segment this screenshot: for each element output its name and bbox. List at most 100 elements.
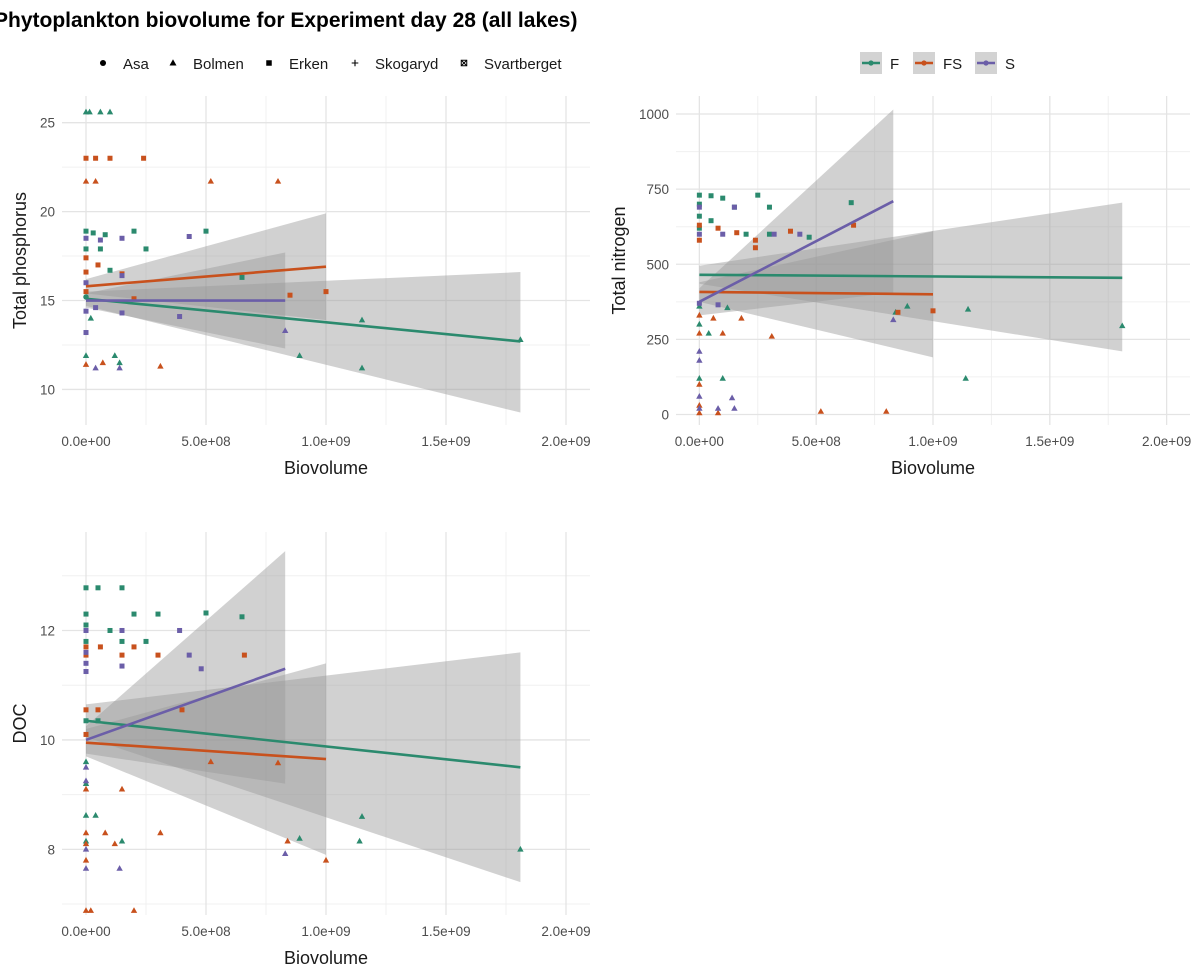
shape-legend: Asa Bolmen Erken Skogaryd Svartberget <box>99 56 562 73</box>
data-point-F <box>296 834 303 841</box>
data-point-FS <box>83 289 89 295</box>
x-axis-label: Biovolume <box>284 458 368 478</box>
data-point-F <box>119 585 125 591</box>
data-point-F <box>962 375 969 381</box>
legend-shape-label: Asa <box>123 56 150 73</box>
data-point-FS <box>768 332 775 339</box>
y-axis-label: Total phosphorus <box>10 192 30 329</box>
data-point-FS <box>696 329 703 336</box>
data-point-S <box>731 405 738 411</box>
x-tick-label: 2.0e+09 <box>541 924 590 939</box>
y-tick-label: 20 <box>40 205 55 220</box>
data-point-F <box>743 231 749 237</box>
data-point-F <box>107 627 113 633</box>
data-point-F <box>86 108 93 115</box>
x-tick-label: 1.0e+09 <box>301 924 350 939</box>
data-point-F <box>95 585 101 591</box>
y-tick-label: 10 <box>40 382 55 397</box>
confidence-band-FS <box>86 663 326 855</box>
y-tick-label: 250 <box>646 332 669 347</box>
data-point-FS <box>207 177 214 184</box>
data-point-S <box>696 356 703 363</box>
confidence-band-F <box>86 272 521 413</box>
data-point-FS <box>118 785 126 792</box>
data-point-FS <box>851 222 857 228</box>
fit-line-F <box>699 273 1123 280</box>
x-tick-label: 1.5e+09 <box>1025 434 1074 449</box>
data-point-F <box>696 225 702 231</box>
y-tick-label: 1000 <box>639 107 669 122</box>
data-point-FS <box>82 856 90 863</box>
data-point-FS <box>752 245 758 251</box>
panel-total-phosphorus: 0.0e+00 5.0e+08 1.0e+09 1.5e+09 2.0e+09 10 15 2… <box>10 96 591 478</box>
data-point-FS <box>787 228 793 234</box>
data-point-F <box>87 314 94 321</box>
legend-color-dot <box>868 60 874 66</box>
y-axis-label: Total nitrogen <box>609 206 629 314</box>
data-point-FS <box>274 759 282 766</box>
data-point-F <box>696 213 702 219</box>
data-point-F <box>92 812 99 818</box>
data-point-S <box>82 865 90 871</box>
legend-shape-square-icon <box>266 60 272 66</box>
data-point-FS <box>715 225 721 231</box>
data-point-FS <box>179 707 185 713</box>
data-point-FS <box>738 314 745 321</box>
data-point-F <box>696 201 702 207</box>
data-point-S <box>83 280 89 286</box>
y-tick-label: 12 <box>40 623 55 638</box>
data-point-F <box>83 622 89 628</box>
data-point-FS <box>131 296 137 302</box>
data-point-FS <box>883 408 890 414</box>
data-point-S <box>119 627 125 633</box>
data-point-F <box>1119 322 1126 329</box>
data-point-S <box>82 777 90 784</box>
data-point-S <box>83 649 89 655</box>
data-point-S <box>83 308 89 314</box>
data-point-F <box>766 231 772 237</box>
x-tick-label: 1.0e+09 <box>908 434 957 449</box>
data-point-S <box>119 663 125 669</box>
legend-shape-plus-icon <box>351 59 359 67</box>
data-point-S <box>186 233 192 239</box>
data-point-F <box>143 638 149 644</box>
data-point-F <box>724 304 731 311</box>
data-point-F <box>358 813 366 819</box>
data-point-FS <box>895 309 901 315</box>
confidence-band-S <box>699 109 894 316</box>
x-tick-label: 1.5e+09 <box>421 924 470 939</box>
data-point-FS <box>130 907 138 913</box>
data-point-F <box>964 305 972 312</box>
data-point-FS <box>734 230 740 236</box>
legend-shape-label: Skogaryd <box>375 56 438 73</box>
data-point-FS <box>102 829 109 836</box>
data-point-FS <box>817 408 825 414</box>
data-point-FS <box>696 311 703 318</box>
data-point-FS <box>284 837 291 844</box>
data-point-F <box>696 320 703 327</box>
fit-line-S <box>85 667 286 742</box>
data-point-FS <box>99 359 106 366</box>
data-point-F <box>119 638 125 644</box>
fit-line-FS <box>85 741 327 761</box>
data-point-F <box>155 611 161 617</box>
data-point-FS <box>83 269 89 275</box>
data-point-S <box>83 330 89 336</box>
panel-doc: 0.0e+00 5.0e+08 1.0e+09 1.5e+09 2.0e+09 8 10 12… <box>10 532 591 968</box>
data-point-F <box>708 193 714 199</box>
data-point-F <box>82 812 90 818</box>
data-point-FS <box>87 907 94 913</box>
data-point-S <box>97 237 103 243</box>
data-point-S <box>82 845 90 852</box>
data-point-S <box>186 652 192 658</box>
data-point-FS <box>111 840 118 847</box>
x-tick-label: 5.0e+08 <box>792 434 841 449</box>
data-point-FS <box>157 362 164 369</box>
data-point-FS <box>92 177 99 184</box>
data-point-FS <box>714 409 722 416</box>
data-point-FS <box>274 177 282 184</box>
data-point-S <box>797 231 803 237</box>
data-point-F <box>83 638 89 644</box>
data-point-S <box>696 300 702 306</box>
data-point-F <box>705 329 712 336</box>
